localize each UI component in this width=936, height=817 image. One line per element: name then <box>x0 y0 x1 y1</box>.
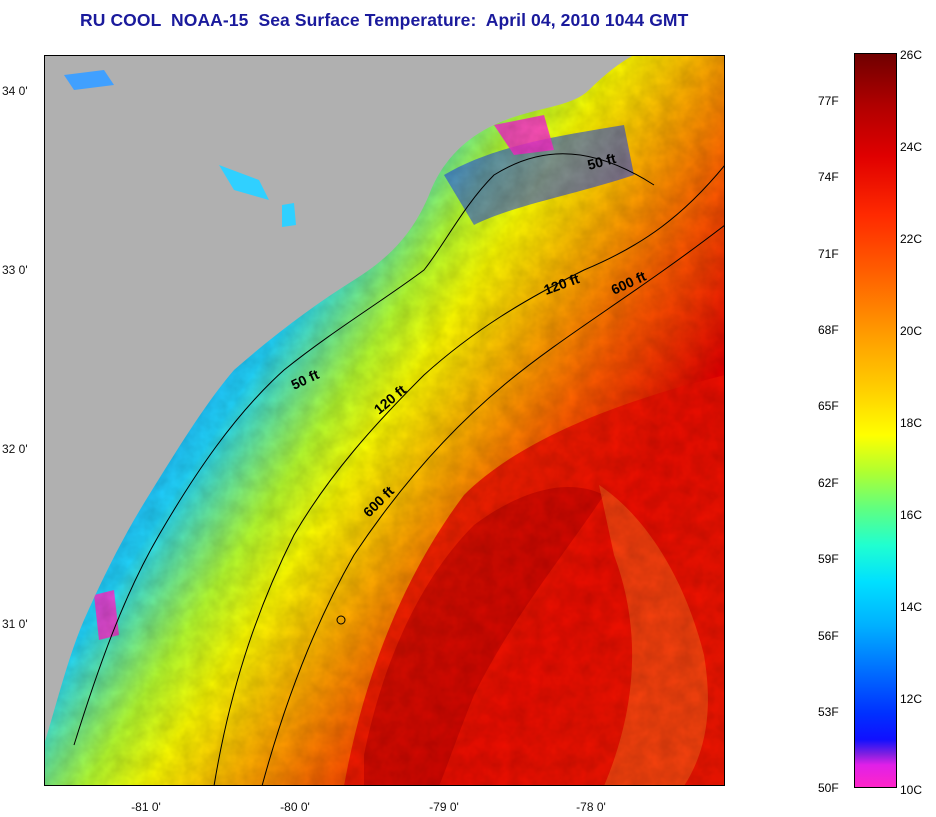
colorbar-fahrenheit-label: 74F <box>818 170 839 184</box>
lon-tick-label: -81 0' <box>131 800 161 814</box>
figure-title: RU COOL NOAA-15 Sea Surface Temperature:… <box>80 10 689 30</box>
lon-tick-label: -78 0' <box>576 800 606 814</box>
contour-label: 50 ft <box>586 150 618 173</box>
lat-tick-label: 32 0' <box>2 442 28 456</box>
sst-map-canvas: 50 ft 120 ft 600 ft 50 ft 120 ft 600 ft <box>44 55 725 786</box>
lat-tick-label: 31 0' <box>2 617 28 631</box>
colorbar-fahrenheit-label: 68F <box>818 323 839 337</box>
lon-tick-label: -79 0' <box>429 800 459 814</box>
colorbar-fahrenheit-label: 71F <box>818 247 839 261</box>
colorbar-fahrenheit-label: 50F <box>818 781 839 795</box>
isobath-600ft <box>261 224 725 786</box>
colorbar-fahrenheit-label: 65F <box>818 399 839 413</box>
sst-map: 50 ft 120 ft 600 ft 50 ft 120 ft 600 ft <box>44 55 725 786</box>
temperature-colorbar <box>854 53 897 788</box>
lon-tick-label: -80 0' <box>280 800 310 814</box>
colorbar-celsius-label: 16C <box>900 508 923 522</box>
inland-water <box>282 203 296 227</box>
lat-tick-label: 34 0' <box>2 84 28 98</box>
colorbar-celsius-label: 18C <box>900 416 923 430</box>
colorbar-fahrenheit-label: 53F <box>818 705 839 719</box>
colorbar-fahrenheit-label: 62F <box>818 476 839 490</box>
colorbar-celsius-label: 24C <box>900 140 923 154</box>
isobath-120ft <box>213 164 725 786</box>
inland-water <box>64 70 114 90</box>
colorbar-celsius-label: 10C <box>900 783 923 797</box>
isobath-contours <box>73 153 725 786</box>
colorbar-celsius-label: 26C <box>900 48 923 62</box>
colorbar-celsius-label: 22C <box>900 232 923 246</box>
colorbar-celsius-label: 12C <box>900 692 923 706</box>
colorbar-fahrenheit-label: 59F <box>818 552 839 566</box>
colorbar-celsius-label: 14C <box>900 600 923 614</box>
lat-tick-label: 33 0' <box>2 263 28 277</box>
inland-water <box>219 165 269 200</box>
colorbar-fahrenheit-label: 56F <box>818 629 839 643</box>
colorbar-fahrenheit-label: 77F <box>818 94 839 108</box>
station-marker <box>336 615 346 625</box>
map-border <box>44 55 725 786</box>
colorbar-celsius-label: 20C <box>900 324 923 338</box>
isobath-50ft <box>73 153 655 746</box>
